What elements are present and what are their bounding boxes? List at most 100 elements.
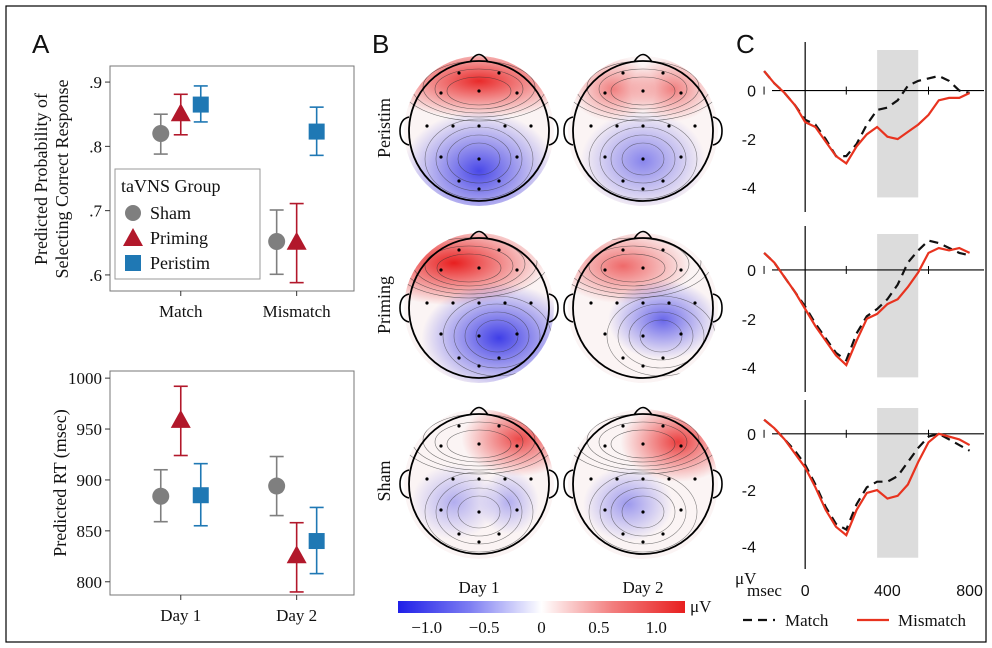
blue-region	[580, 111, 706, 206]
electrode	[641, 301, 645, 305]
electrode	[667, 301, 671, 305]
contour-line	[628, 311, 694, 361]
electrode	[641, 442, 645, 446]
electrode	[477, 510, 481, 514]
electrode	[515, 444, 519, 448]
contour-line	[621, 495, 665, 529]
electrode	[615, 124, 619, 128]
nose	[469, 230, 489, 240]
electrode	[477, 540, 481, 544]
electrode	[621, 532, 625, 536]
electrode	[477, 157, 481, 161]
electrode	[515, 155, 519, 159]
contour-line	[446, 76, 512, 106]
accuracy-marks	[152, 85, 325, 284]
left-ear	[399, 293, 410, 323]
legend-mismatch: Mismatch	[898, 611, 966, 630]
electrode	[603, 155, 607, 159]
y-tick-label: -2	[742, 312, 756, 329]
topomap-sham-day2	[563, 406, 723, 559]
head-outline	[572, 60, 714, 202]
accuracy-plot: Predicted Probability of Selecting Corre…	[31, 65, 355, 321]
priming-point	[170, 409, 191, 428]
x-tick-label: 400	[874, 583, 901, 600]
figure-border	[5, 5, 987, 643]
electrode	[693, 477, 697, 481]
y-tick-label: 0	[747, 263, 756, 280]
electrode	[451, 477, 455, 481]
electrode	[439, 444, 443, 448]
electrode	[497, 71, 501, 75]
contour-line	[457, 142, 501, 176]
contour-line	[621, 142, 665, 176]
contour-line	[610, 134, 676, 184]
contour-line	[457, 495, 501, 529]
y-tick-label: .8	[89, 137, 102, 156]
colorbar-gradient	[398, 601, 685, 613]
contour-line	[404, 233, 538, 295]
head-outline	[572, 237, 714, 379]
colorbar-ticks: −1.0 −0.5 0 0.5 1.0	[411, 618, 667, 637]
topo-row-label-peristim: Peristim	[374, 98, 394, 158]
blue-region	[479, 469, 539, 535]
y-tick-label: -4	[742, 539, 756, 556]
contour-line	[446, 429, 512, 459]
electrode	[515, 91, 519, 95]
right-ear	[548, 116, 559, 146]
nose	[469, 53, 489, 63]
topomap-sham-day1	[399, 406, 559, 559]
electrode	[529, 124, 533, 128]
electrode	[603, 508, 607, 512]
contour-line	[453, 303, 541, 369]
contour-line	[598, 68, 688, 110]
match-line	[763, 239, 970, 363]
x-tick-label: Day 2	[276, 606, 317, 625]
electrode	[477, 364, 481, 368]
electrode	[615, 477, 619, 481]
electrode	[679, 268, 683, 272]
y-tick-label: -2	[742, 132, 756, 149]
blue-region	[421, 283, 554, 383]
topomap-priming-day2	[563, 230, 723, 383]
topo-row-label-priming: Priming	[374, 276, 394, 334]
electrode	[515, 332, 519, 336]
contour-line	[446, 487, 512, 537]
head-outline	[408, 60, 550, 202]
legend-sham: Sham	[150, 203, 191, 223]
electrode	[425, 124, 429, 128]
electrode	[477, 124, 481, 128]
electrode	[667, 477, 671, 481]
electrode	[641, 540, 645, 544]
electrode	[497, 424, 501, 428]
topo-row-label-sham: Sham	[374, 460, 394, 501]
electrode	[515, 268, 519, 272]
contour-line	[610, 487, 676, 537]
colorbar-tick-label: −0.5	[469, 618, 500, 637]
contour-line	[617, 303, 705, 369]
nose	[633, 406, 653, 416]
electrode	[477, 266, 481, 270]
electrode	[589, 124, 593, 128]
topo-col-label-day1: Day 1	[458, 578, 499, 597]
electrode	[451, 301, 455, 305]
electrode	[641, 187, 645, 191]
contour-line	[475, 319, 519, 353]
contour-line	[588, 471, 698, 553]
analysis-window	[877, 408, 919, 558]
electrode	[439, 508, 443, 512]
topomap-peristim-day1	[399, 53, 559, 206]
y-tick-label: 1000	[68, 369, 102, 388]
electrode	[641, 89, 645, 93]
electrode	[497, 179, 501, 183]
electrode	[589, 477, 593, 481]
electrode	[439, 155, 443, 159]
electrode	[641, 477, 645, 481]
priming-point	[286, 545, 307, 564]
right-ear	[548, 469, 559, 499]
contour-line	[568, 409, 718, 475]
analysis-window	[877, 234, 919, 378]
left-ear	[563, 469, 574, 499]
contour-line	[639, 319, 683, 353]
electrode	[529, 477, 533, 481]
y-tick-label: 800	[77, 573, 103, 592]
